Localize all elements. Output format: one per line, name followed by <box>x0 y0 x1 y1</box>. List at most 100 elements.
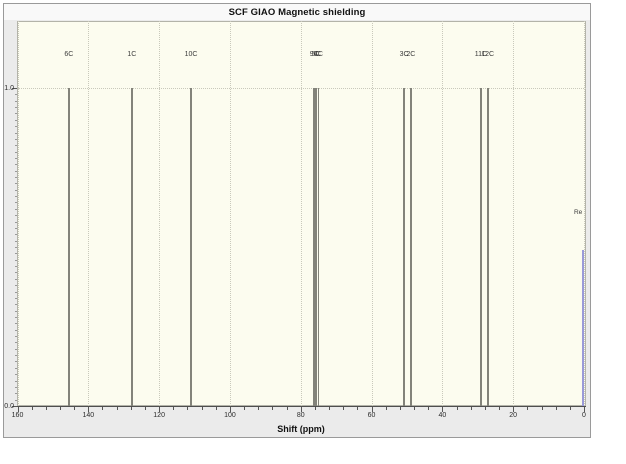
peak-label: 6C <box>64 51 74 58</box>
peak-line <box>315 88 318 406</box>
y-minor-tick <box>14 247 17 248</box>
x-minor-tick <box>201 407 203 410</box>
peak-label: 3C <box>399 51 409 58</box>
y-minor-tick <box>14 196 17 198</box>
x-minor-tick <box>456 407 458 410</box>
x-minor-tick <box>258 407 260 410</box>
chart-title: SCF GIAO Magnetic shielding <box>228 6 366 18</box>
y-minor-tick <box>14 336 17 338</box>
title-strip: SCF GIAO Magnetic shielding <box>4 4 590 20</box>
peak-line <box>409 88 412 406</box>
y-minor-tick <box>14 367 17 369</box>
y-minor-tick <box>14 208 17 210</box>
y-minor-tick <box>14 348 17 350</box>
peak-line <box>67 88 70 406</box>
x-minor-tick <box>399 407 401 410</box>
y-minor-tick <box>14 259 17 261</box>
y-minor-tick <box>14 374 17 376</box>
peak-label: 1C <box>127 51 137 58</box>
y-minor-tick <box>14 310 17 312</box>
x-gridline <box>371 21 373 406</box>
y-minor-tick <box>14 215 17 217</box>
y-minor-tick <box>14 393 17 395</box>
x-minor-tick <box>102 407 104 410</box>
y-minor-tick <box>14 164 17 166</box>
x-minor-tick <box>59 407 61 410</box>
peak-line <box>403 88 406 406</box>
peak-label: 2C <box>406 51 416 58</box>
y-minor-tick <box>14 386 17 388</box>
y-minor-tick <box>14 240 17 242</box>
reference-label: Re <box>573 209 583 217</box>
x-gridline <box>300 21 302 406</box>
x-major-tick <box>584 407 585 412</box>
x-minor-tick <box>428 407 430 410</box>
x-minor-tick <box>187 407 189 410</box>
y-major-tick <box>12 88 17 89</box>
y-minor-tick <box>14 355 17 357</box>
y-minor-tick <box>14 107 17 109</box>
x-major-tick <box>17 407 19 412</box>
x-minor-tick <box>244 407 246 410</box>
x-tick-label: 100 <box>224 412 236 419</box>
x-minor-tick <box>414 407 416 410</box>
x-major-tick <box>88 407 90 412</box>
peak-line <box>130 88 133 406</box>
x-tick-label: 140 <box>82 412 95 419</box>
x-minor-tick <box>499 407 501 410</box>
y-minor-tick <box>14 145 17 147</box>
y-minor-tick <box>14 119 17 121</box>
y-minor-tick <box>14 113 17 115</box>
peak-label: 4C <box>313 51 323 58</box>
y-minor-tick <box>14 297 17 299</box>
x-major-tick <box>442 407 444 412</box>
y-minor-tick <box>14 253 17 255</box>
x-minor-tick <box>527 407 529 410</box>
y-minor-tick <box>14 138 17 140</box>
y-minor-tick <box>14 329 17 331</box>
x-minor-tick <box>314 407 316 410</box>
x-minor-tick <box>173 407 175 410</box>
y-minor-tick <box>14 100 17 102</box>
y-minor-tick <box>14 126 17 128</box>
peak-label: 5C <box>311 51 321 58</box>
x-major-tick <box>300 407 302 412</box>
x-tick-label: 40 <box>438 412 447 419</box>
peak-label: 12C <box>481 51 495 58</box>
y-minor-tick <box>14 227 17 229</box>
reference-line <box>582 250 585 406</box>
x-minor-tick <box>286 407 288 410</box>
x-tick-label: 60 <box>367 412 376 419</box>
peak-label: 11C <box>474 51 488 58</box>
x-major-tick <box>371 407 373 412</box>
y-minor-tick <box>14 221 17 223</box>
x-axis-title: Shift (ppm) <box>277 424 325 434</box>
x-minor-tick <box>385 407 387 410</box>
y-tick-label: 0.0 <box>4 402 14 410</box>
x-minor-tick <box>130 407 132 410</box>
y-minor-tick <box>14 266 17 268</box>
y-minor-tick <box>14 177 17 179</box>
peak-line <box>190 88 192 406</box>
y-major-tick <box>12 406 17 407</box>
y-minor-tick <box>14 132 17 134</box>
x-gridline <box>229 21 231 406</box>
x-minor-tick <box>31 407 33 410</box>
y-minor-tick <box>14 342 17 344</box>
x-tick-label: 80 <box>296 412 305 419</box>
x-gridline <box>159 21 161 406</box>
x-tick-label: 20 <box>509 412 518 419</box>
peak-line <box>486 88 489 406</box>
peak-line <box>317 88 320 406</box>
y-minor-tick <box>14 157 17 159</box>
x-major-tick <box>159 407 161 412</box>
x-minor-tick <box>357 407 359 410</box>
x-major-tick <box>513 407 515 412</box>
x-tick-label: 160 <box>11 412 24 419</box>
peak-label: 9C <box>309 51 319 58</box>
x-minor-tick <box>555 407 557 410</box>
x-gridline <box>442 21 444 406</box>
x-tick-label: 0 <box>582 412 586 419</box>
x-minor-tick <box>470 407 472 410</box>
